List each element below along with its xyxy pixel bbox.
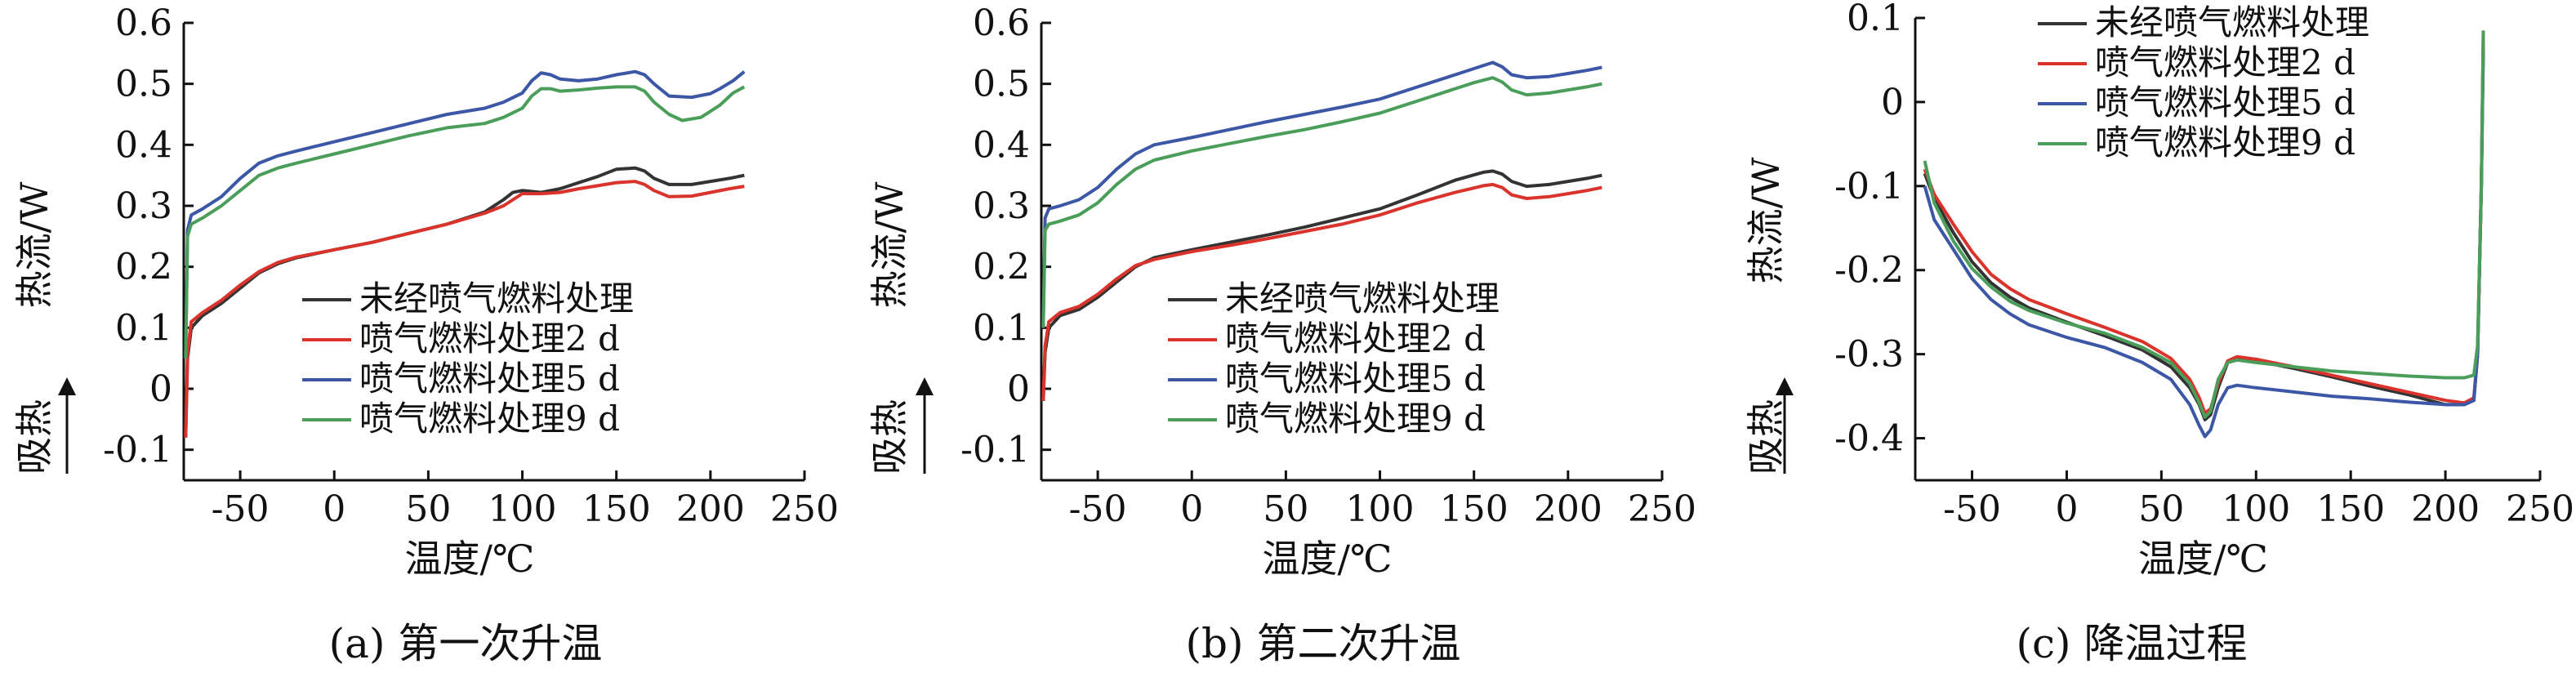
x-tick-label: 0 (323, 488, 345, 530)
y-tick-label: 0.6 (973, 2, 1030, 44)
y-tick-label: 0.1 (1847, 0, 1904, 39)
x-tick-label: 150 (1440, 488, 1509, 530)
legend-label-2: 喷气燃料处理2 d (2095, 42, 2355, 82)
series-line-3 (1041, 60, 1602, 328)
x-tick-label: 0 (1180, 488, 1203, 530)
series-line-1 (184, 166, 745, 438)
endothermic-arrow-head (916, 377, 934, 395)
y-tick-label: 0 (149, 368, 172, 410)
y-tick-label: -0.1 (960, 430, 1030, 471)
legend-label-1: 未经喷气燃料处理 (359, 279, 634, 319)
x-tick-label: 250 (2506, 488, 2574, 530)
x-tick-label: -50 (1943, 488, 2001, 530)
panel-caption: (a) 第一次升温 (329, 620, 603, 667)
endothermic-label: 吸热 (867, 399, 911, 475)
legend-label-3: 喷气燃料处理5 d (359, 359, 620, 399)
y-tick-label: 0.1 (115, 307, 172, 349)
y-tick-label: 0.1 (973, 307, 1030, 349)
legend-label-3: 喷气燃料处理5 d (2095, 82, 2355, 123)
x-tick-label: -50 (1069, 488, 1127, 530)
y-tick-label: 0.6 (115, 2, 172, 44)
y-tick-label: 0 (1007, 368, 1030, 410)
y-axis-title: 热流/W (12, 181, 56, 308)
x-tick-label: 250 (1628, 488, 1696, 530)
x-tick-label: 100 (488, 488, 557, 530)
y-axis-title: 热流/W (1744, 157, 1788, 283)
legend-label-1: 未经喷气燃料处理 (2095, 2, 2369, 42)
series-line-2 (1041, 182, 1602, 401)
x-tick-label: 200 (2411, 488, 2480, 530)
x-axis-title: 温度/℃ (405, 537, 535, 581)
x-tick-label: -50 (212, 488, 270, 530)
x-axis-title: 温度/℃ (1263, 537, 1393, 581)
panel-b: -50 0 50 100 150 200 250 -0.1 0 0.1 0.2 0.3 0.4 0.5 0.… (867, 2, 1696, 667)
legend-label-3: 喷气燃料处理5 d (1225, 359, 1486, 399)
y-tick-label: 0.5 (115, 64, 172, 105)
endothermic-arrow-head (58, 377, 76, 395)
y-tick-label: -0.1 (103, 430, 172, 471)
x-tick-label: 150 (582, 488, 651, 530)
x-tick-label: 100 (1346, 488, 1415, 530)
x-tick-label: 200 (676, 488, 745, 530)
series-line-1 (1041, 169, 1602, 401)
legend-label-2: 喷气燃料处理2 d (1225, 319, 1486, 359)
series-line-3 (184, 69, 746, 359)
y-tick-label: -0.2 (1834, 250, 1904, 292)
series-line-2 (184, 180, 745, 438)
y-tick-label: 0.3 (973, 185, 1030, 227)
endothermic-label: 吸热 (12, 399, 56, 475)
y-tick-label: 0.2 (973, 247, 1030, 288)
legend-label-4: 喷气燃料处理9 d (359, 399, 620, 439)
y-tick-label: 0.4 (115, 124, 172, 166)
series-line-4 (1041, 76, 1602, 328)
panel-c: -50 0 50 100 150 200 250 -0.4 -0.3 -0.2 -0.1 0 0.1 温度… (1744, 0, 2574, 667)
y-tick-label: 0 (1881, 82, 1904, 123)
panel-caption: (c) 降温过程 (2017, 620, 2248, 667)
x-tick-label: 50 (405, 488, 451, 530)
panel-a: -50 0 50 100 150 200 250 -0.1 0 0.1 0.2 0.3 0.4 0.5 0.… (12, 2, 839, 667)
y-tick-label: 0.4 (973, 124, 1030, 166)
endothermic-label: 吸热 (1744, 399, 1788, 475)
panel-caption: (b) 第二次升温 (1186, 620, 1461, 667)
y-tick-label: -0.4 (1834, 418, 1904, 460)
endothermic-arrow-head (1776, 377, 1794, 395)
x-tick-label: 200 (1534, 488, 1602, 530)
series-line-4 (184, 85, 746, 359)
x-tick-label: 0 (2055, 488, 2078, 530)
legend-label-1: 未经喷气燃料处理 (1225, 279, 1500, 319)
x-tick-label: 250 (770, 488, 839, 530)
y-tick-label: -0.3 (1834, 334, 1904, 376)
x-tick-label: 150 (2316, 488, 2385, 530)
x-axis-title: 温度/℃ (2138, 537, 2268, 581)
y-tick-label: 0.5 (973, 64, 1030, 105)
legend-label-4: 喷气燃料处理9 d (2095, 123, 2355, 163)
y-tick-label: 0.2 (115, 247, 172, 288)
x-tick-label: 50 (2138, 488, 2184, 530)
series-line-3 (1923, 51, 2485, 439)
x-tick-label: 50 (1263, 488, 1308, 530)
y-tick-label: -0.1 (1834, 166, 1904, 207)
legend-label-2: 喷气燃料处理2 d (359, 319, 620, 359)
series-line-4 (1923, 30, 2485, 419)
y-tick-label: 0.3 (115, 185, 172, 227)
x-tick-label: 100 (2222, 488, 2290, 530)
legend-label-4: 喷气燃料处理9 d (1225, 399, 1486, 439)
y-axis-title: 热流/W (867, 181, 911, 308)
